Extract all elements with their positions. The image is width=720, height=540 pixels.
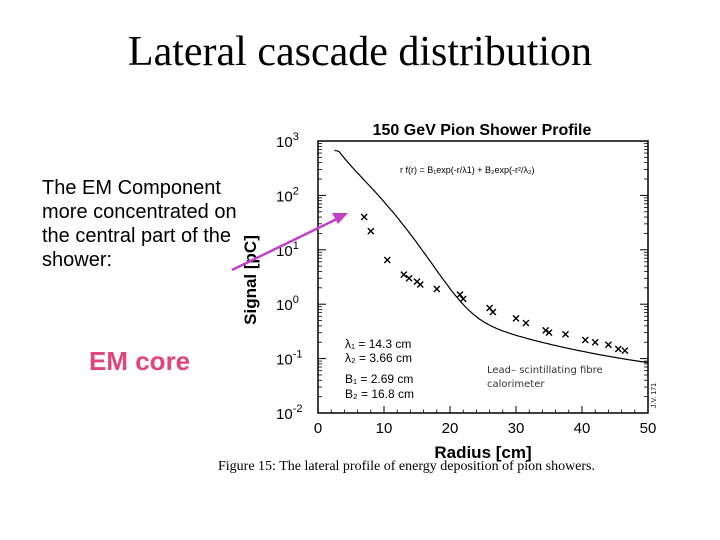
slide-title: Lateral cascade distribution — [127, 29, 593, 75]
data-point — [416, 281, 424, 289]
y-tick-exponent: 1 — [293, 240, 299, 252]
data-point — [459, 295, 467, 303]
fit-curve — [334, 149, 649, 364]
data-point — [604, 341, 612, 349]
data-point — [621, 347, 629, 355]
data-point — [489, 308, 497, 316]
data-point — [562, 330, 569, 338]
y-tick-label: 103 — [276, 131, 299, 151]
fit-parameters: λ₁ = 14.3 cm λ₂ = 3.66 cm B₁ = 2.69 cm B… — [345, 337, 414, 401]
param-b2: B₂ = 16.8 cm — [345, 387, 414, 401]
data-point — [413, 278, 421, 286]
y-tick-exponent: 0 — [293, 294, 299, 306]
y-tick-label: 100 — [276, 294, 299, 314]
fit-formula: r f(r) = B₁exp(-r/λ1) + B₂exp(-r²/λ₂) — [400, 165, 535, 175]
y-tick-label: 10-2 — [276, 403, 302, 423]
x-tick-label: 30 — [508, 420, 525, 437]
y-tick-exponent: 2 — [293, 185, 299, 197]
minor-ticks — [317, 143, 649, 413]
calorimeter-annotation: Lead– scintillating fibre calorimeter — [487, 365, 603, 390]
data-point — [512, 314, 520, 322]
data-point — [522, 319, 530, 327]
data-point — [456, 291, 464, 299]
data-point — [400, 271, 408, 279]
param-lambda1: λ₁ = 14.3 cm — [345, 337, 411, 351]
data-point — [405, 274, 413, 282]
pointer-arrowhead — [332, 213, 348, 224]
y-tick-label: 102 — [276, 185, 299, 205]
plot-frame — [317, 140, 649, 414]
y-axis-label: Signal [pC] — [241, 235, 260, 325]
figure-caption: Figure 15: The lateral profile of energy… — [218, 459, 596, 474]
data-point — [433, 285, 441, 293]
data-point — [383, 256, 391, 264]
data-points — [360, 213, 629, 355]
x-axis-label: Radius [cm] — [434, 443, 531, 462]
data-point — [486, 304, 494, 312]
y-tick-label: 10-1 — [276, 349, 302, 369]
chart-title: 150 GeV Pion Shower Profile — [373, 122, 592, 139]
pointer-arrow — [231, 214, 344, 272]
x-ticks: 0 10 20 30 40 50 — [314, 406, 657, 437]
y-tick-exponent: -2 — [293, 403, 303, 415]
x-tick-label: 50 — [640, 420, 657, 437]
data-point — [542, 326, 550, 334]
data-point — [581, 336, 589, 344]
param-lambda2: λ₂ = 3.66 cm — [345, 351, 412, 365]
data-point — [591, 338, 599, 346]
x-tick-label: 20 — [442, 420, 459, 437]
em-core-label: EM core — [89, 346, 191, 376]
x-tick-label: 0 — [314, 420, 322, 437]
param-b1: B₁ = 2.69 cm — [345, 372, 413, 386]
em-component-text: The EM Component more concentrated on th… — [42, 177, 237, 271]
y-tick-exponent: -1 — [293, 349, 303, 361]
x-tick-label: 40 — [574, 420, 591, 437]
y-tick-exponent: 3 — [293, 131, 299, 143]
data-point — [360, 213, 368, 221]
figure-stamp: J.V. 171 — [651, 383, 658, 408]
x-tick-label: 10 — [376, 420, 393, 437]
data-point — [614, 345, 622, 353]
data-point — [545, 329, 553, 337]
data-point — [367, 227, 375, 235]
